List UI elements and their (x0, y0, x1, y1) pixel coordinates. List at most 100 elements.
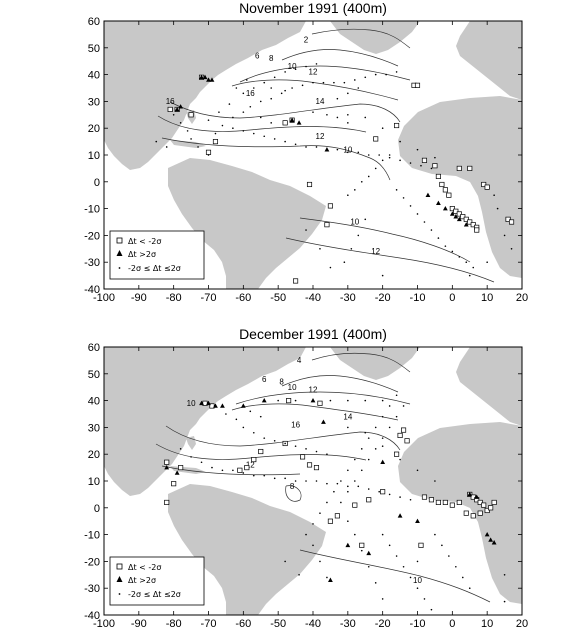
y-tick-label: -40 (84, 610, 100, 622)
contour-label: 8 (290, 482, 295, 491)
y-tick-label: -30 (84, 583, 100, 595)
point-above-2-sigma (206, 400, 211, 406)
point-within-2-sigma (385, 73, 387, 76)
point-below-minus-2-sigma (456, 165, 462, 171)
point-below-minus-2-sigma (421, 157, 428, 163)
point-below-minus-2-sigma (317, 400, 323, 406)
point-within-2-sigma (322, 81, 325, 84)
point-within-2-sigma (347, 399, 349, 402)
point-within-2-sigma (232, 116, 234, 119)
point-below-minus-2-sigma (286, 398, 292, 404)
contour-label: 10 (288, 383, 297, 392)
point-below-minus-2-sigma (327, 518, 333, 524)
point-within-2-sigma (263, 135, 266, 138)
point-below-minus-2-sigma (306, 181, 313, 188)
legend-square-icon (116, 237, 123, 244)
point-above-2-sigma (397, 513, 403, 518)
point-within-2-sigma (461, 576, 464, 579)
point-within-2-sigma (357, 234, 360, 237)
point-within-2-sigma (374, 582, 377, 584)
point-above-2-sigma (463, 222, 469, 227)
point-above-2-sigma (345, 542, 351, 548)
contour-label: 10 (288, 62, 297, 71)
y-tick-label: 10 (88, 150, 100, 162)
contour-label: 12 (309, 68, 318, 77)
point-below-minus-2-sigma (484, 507, 490, 514)
point-within-2-sigma (319, 512, 321, 514)
point-within-2-sigma (235, 87, 238, 89)
point-within-2-sigma (340, 480, 342, 482)
point-within-2-sigma (360, 469, 363, 472)
point-within-2-sigma (284, 89, 286, 92)
point-within-2-sigma (263, 474, 266, 477)
point-within-2-sigma (354, 189, 356, 191)
point-below-minus-2-sigma (404, 438, 410, 444)
y-tick-label: 60 (88, 342, 100, 354)
y-tick-label: -20 (84, 230, 100, 242)
point-below-minus-2-sigma (435, 499, 441, 505)
point-within-2-sigma (249, 105, 252, 108)
point-within-2-sigma (402, 565, 405, 568)
point-above-2-sigma (453, 214, 459, 219)
point-within-2-sigma (242, 472, 245, 474)
point-within-2-sigma (294, 480, 297, 482)
point-below-minus-2-sigma (418, 542, 424, 548)
y-tick-label: 40 (88, 396, 100, 408)
point-below-minus-2-sigma (327, 203, 333, 209)
point-within-2-sigma (246, 79, 248, 81)
point-within-2-sigma (190, 456, 192, 458)
point-below-minus-2-sigma (282, 120, 288, 126)
point-above-2-sigma (202, 74, 208, 80)
point-within-2-sigma (409, 162, 412, 164)
point-within-2-sigma (374, 448, 377, 450)
point-within-2-sigma (280, 92, 283, 95)
point-within-2-sigma (284, 71, 286, 73)
point-below-minus-2-sigma (188, 112, 194, 118)
point-within-2-sigma (357, 87, 360, 89)
point-within-2-sigma (232, 127, 234, 129)
point-within-2-sigma (486, 261, 488, 264)
contour-labels: 4 6 8 10 12 10 16 14 12 8 10 (187, 356, 423, 585)
point-below-minus-2-sigma (449, 206, 455, 212)
x-tick-label: -20 (375, 292, 391, 304)
chart-panel-december: December 1991 (400m) (84, 326, 528, 630)
point-within-2-sigma (252, 132, 255, 135)
point-above-2-sigma (366, 550, 372, 556)
point-within-2-sigma (225, 413, 227, 415)
legend-triangle-icon (116, 250, 123, 256)
point-within-2-sigma (305, 146, 307, 148)
point-within-2-sigma (367, 437, 370, 439)
point-within-2-sigma (465, 261, 468, 264)
point-within-2-sigma (388, 544, 391, 547)
point-within-2-sigma (273, 138, 276, 140)
contour-labels: 2 6 8 10 12 16 14 12 10 10 12 16 (166, 35, 381, 256)
point-below-minus-2-sigma (470, 513, 476, 519)
point-within-2-sigma (381, 415, 384, 418)
point-below-minus-2-sigma (300, 454, 306, 460)
x-tick-label: -80 (166, 618, 182, 630)
point-within-2-sigma (343, 261, 346, 264)
point-within-2-sigma (326, 453, 328, 456)
point-above-2-sigma (474, 494, 480, 499)
legend-box (109, 230, 205, 280)
point-below-minus-2-sigma (251, 457, 257, 463)
point-below-minus-2-sigma (167, 106, 173, 112)
point-within-2-sigma (395, 555, 398, 557)
point-within-2-sigma (242, 130, 245, 132)
contour-label: 10 (350, 218, 359, 227)
point-below-minus-2-sigma (453, 208, 459, 214)
point-within-2-sigma (496, 207, 499, 210)
y-tick-label: 20 (88, 123, 100, 135)
point-within-2-sigma (468, 274, 471, 277)
point-within-2-sigma (347, 469, 349, 472)
point-above-2-sigma (220, 403, 225, 408)
point-within-2-sigma (235, 418, 238, 421)
point-within-2-sigma (252, 431, 255, 434)
point-within-2-sigma (503, 600, 506, 603)
point-below-minus-2-sigma (414, 82, 421, 88)
x-axis: -100 -90 -80 -70 -60 -50 -40 -30 -20 -10 0 10 20 (93, 347, 528, 630)
point-within-2-sigma (409, 498, 412, 501)
point-within-2-sigma (395, 394, 398, 397)
point-within-2-sigma (347, 426, 349, 429)
